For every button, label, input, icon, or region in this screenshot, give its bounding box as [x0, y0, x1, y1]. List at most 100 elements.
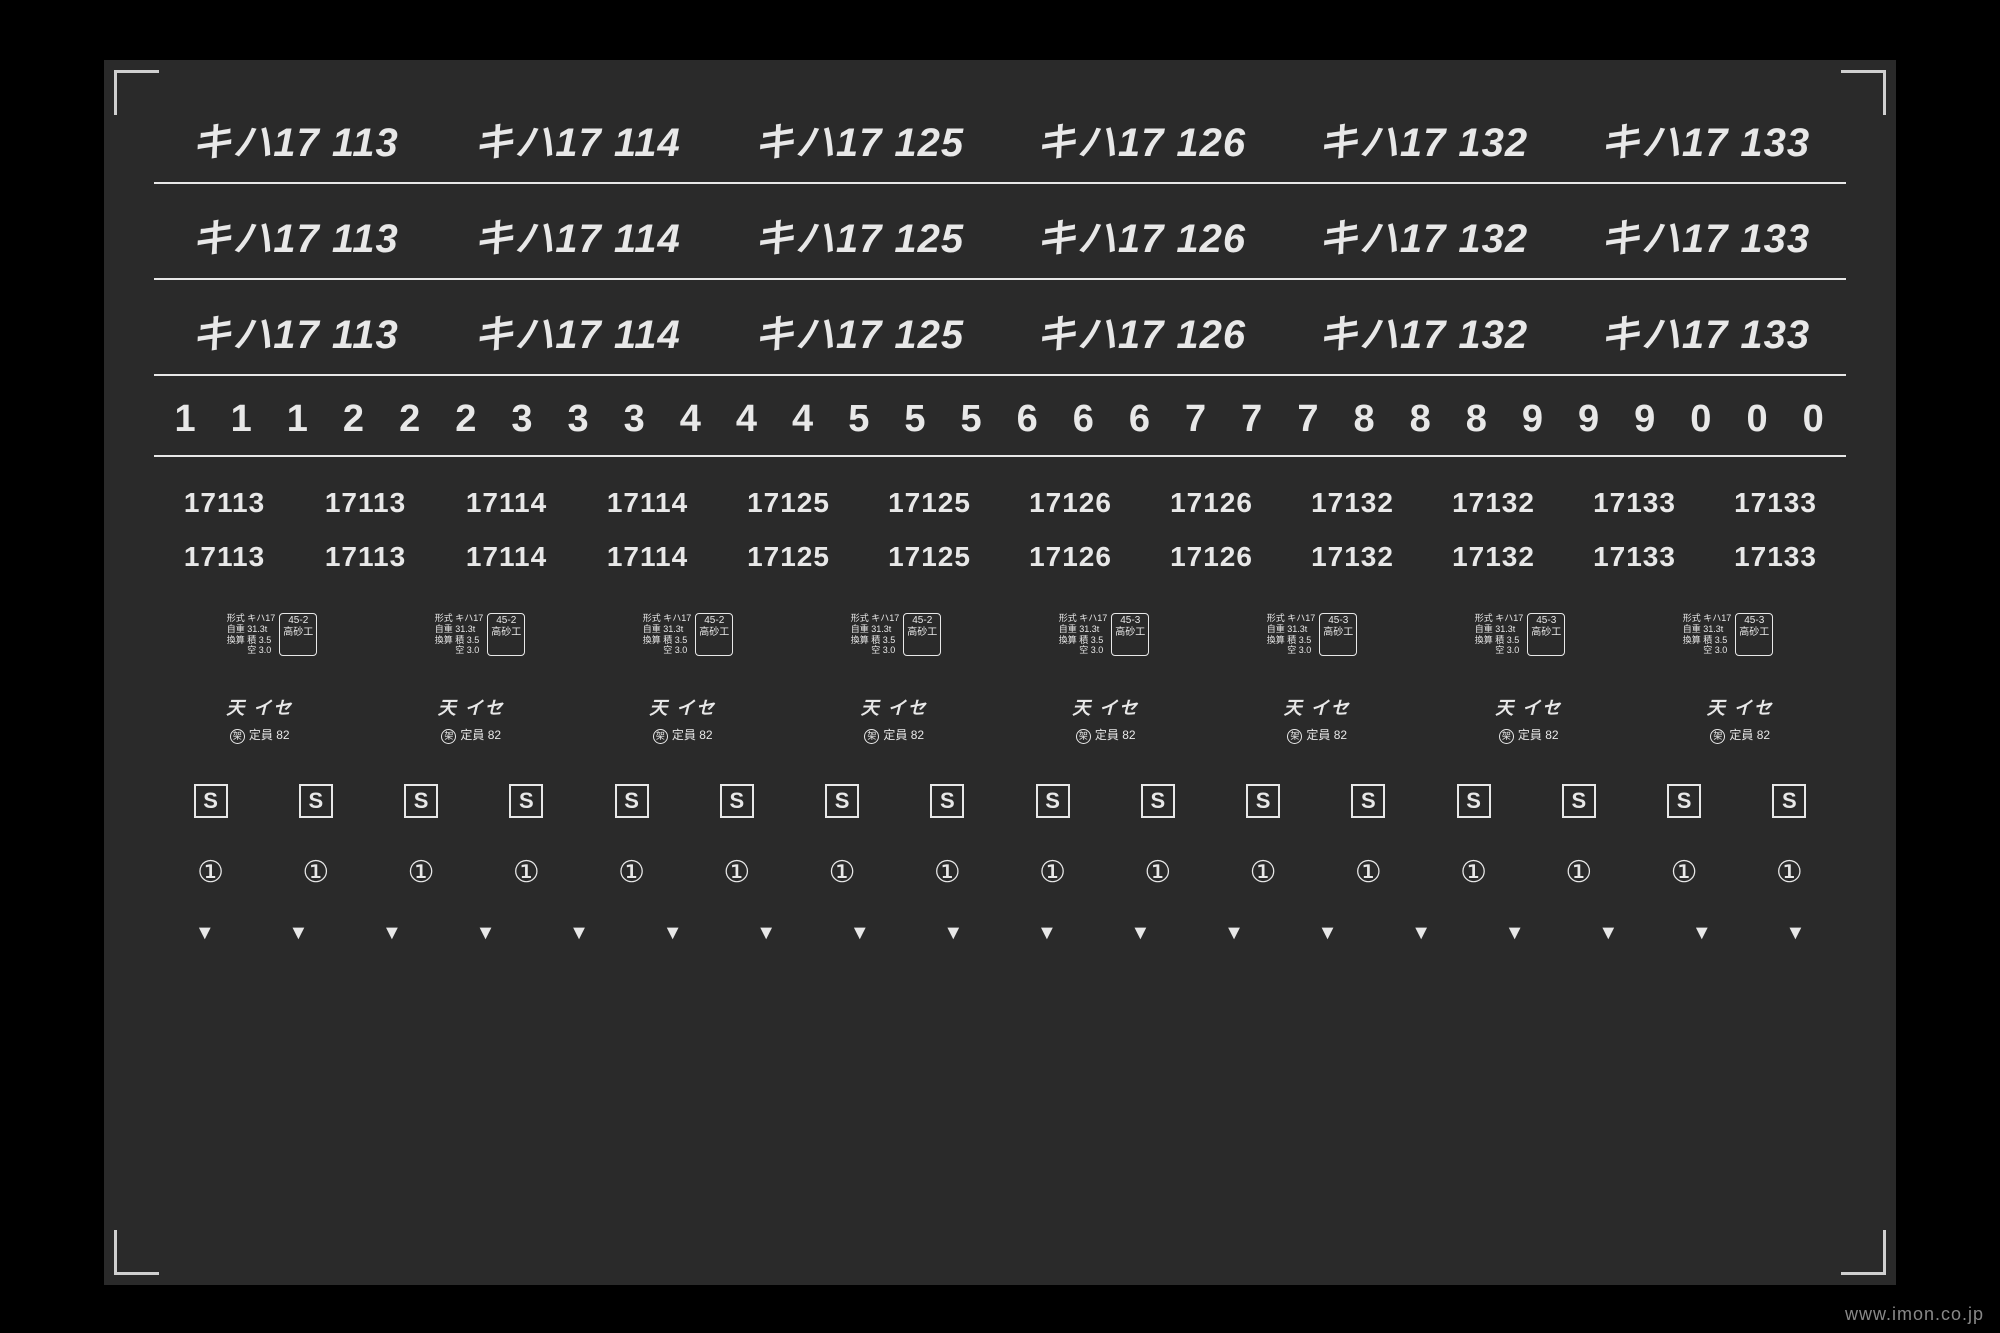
triangle-icon: ▼ [532, 922, 626, 945]
depot-marking: 天 イセ架定員 82 [1000, 694, 1212, 743]
depot-code: 天 イセ [1423, 694, 1635, 720]
triangle-icon: ▼ [252, 922, 346, 945]
item-0: キハ17 113 [154, 302, 436, 360]
item-0: 17113 [154, 487, 295, 519]
item-7: 17126 [1141, 487, 1282, 519]
d-16: 6 [1056, 398, 1112, 441]
triangle-row: ▼▼▼▼▼▼▼▼▼▼▼▼▼▼▼▼▼▼ [144, 922, 1856, 945]
depot-code: 天 イセ [789, 694, 1001, 720]
item-6: 17126 [1000, 541, 1141, 573]
d-20: 7 [1281, 398, 1337, 441]
item-8: 17132 [1282, 487, 1423, 519]
spec-plate: 形式 キハ17 自重 31.3t 換算 積 3.5 空 3.045-2 高砂工 [584, 613, 792, 656]
d-27: 0 [1674, 398, 1730, 441]
s-box-icon: S [720, 784, 754, 818]
depot-code: 天 イセ [366, 694, 578, 720]
item-2: キハ17 125 [718, 110, 1000, 168]
item-2: キハ17 125 [718, 302, 1000, 360]
triangle-icon: ▼ [1281, 922, 1375, 945]
spec-plate: 形式 キハ17 自重 31.3t 換算 積 3.5 空 3.045-3 高砂工 [1416, 613, 1624, 656]
inspection-box: 45-2 高砂工 [903, 613, 941, 656]
circle-one-row: ①①①①①①①①①①①①①①①① [144, 858, 1856, 888]
inspection-box: 45-3 高砂工 [1111, 613, 1149, 656]
d-19: 7 [1225, 398, 1281, 441]
spec-plate: 形式 キハ17 自重 31.3t 換算 積 3.5 空 3.045-3 高砂工 [1624, 613, 1832, 656]
inspection-box: 45-2 高砂工 [279, 613, 317, 656]
s-box-icon: S [1772, 784, 1806, 818]
d-24: 9 [1505, 398, 1561, 441]
capacity-label: 架定員 82 [1000, 726, 1212, 743]
depot-marking: 天 イセ架定員 82 [154, 694, 366, 743]
s-box-icon: S [404, 784, 438, 818]
s-box-icon: S [1141, 784, 1175, 818]
capacity-label: 架定員 82 [366, 726, 578, 743]
item-0: キハ17 113 [154, 110, 436, 168]
item-3: キハ17 126 [1000, 110, 1282, 168]
d-26: 9 [1618, 398, 1674, 441]
circle-one-icon: ① [1316, 858, 1421, 888]
d-1: 1 [214, 398, 270, 441]
spec-plate-text: 形式 キハ17 自重 31.3t 換算 積 3.5 空 3.0 [227, 613, 276, 656]
item-10: 17133 [1564, 487, 1705, 519]
triangle-icon: ▼ [626, 922, 720, 945]
d-0: 1 [158, 398, 214, 441]
crop-mark-br [1841, 1230, 1886, 1275]
capacity-label: 架定員 82 [1635, 726, 1847, 743]
d-17: 6 [1112, 398, 1168, 441]
number-plate-row-2: 1711317113171141711417125171251712617126… [144, 541, 1856, 573]
s-box-wrap: S [1421, 784, 1526, 818]
circle-one-icon: ① [1421, 858, 1526, 888]
item-6: 17126 [1000, 487, 1141, 519]
spec-plate: 形式 キハ17 自重 31.3t 換算 積 3.5 空 3.045-2 高砂工 [168, 613, 376, 656]
item-5: キハ17 133 [1564, 302, 1846, 360]
s-box-row: SSSSSSSSSSSSSSSS [144, 784, 1856, 818]
s-box-icon: S [194, 784, 228, 818]
spec-plate-text: 形式 キハ17 自重 31.3t 換算 積 3.5 空 3.0 [851, 613, 900, 656]
item-2: 17114 [436, 487, 577, 519]
s-box-icon: S [930, 784, 964, 818]
triangle-icon: ▼ [345, 922, 439, 945]
circle-one-icon: ① [790, 858, 895, 888]
depot-code: 天 イセ [1635, 694, 1847, 720]
spec-plate-text: 形式 キハ17 自重 31.3t 換算 積 3.5 空 3.0 [435, 613, 484, 656]
circle-one-icon: ① [1526, 858, 1631, 888]
d-18: 7 [1169, 398, 1225, 441]
circle-one-icon: ① [369, 858, 474, 888]
s-box-icon: S [1667, 784, 1701, 818]
d-2: 1 [270, 398, 326, 441]
depot-marking: 天 イセ架定員 82 [1635, 694, 1847, 743]
capacity-label: 架定員 82 [1212, 726, 1424, 743]
d-25: 9 [1562, 398, 1618, 441]
triangle-icon: ▼ [439, 922, 533, 945]
item-4: キハ17 132 [1282, 302, 1564, 360]
s-box-icon: S [1562, 784, 1596, 818]
circle-one-icon: ① [1737, 858, 1842, 888]
s-box-wrap: S [474, 784, 579, 818]
s-box-wrap: S [684, 784, 789, 818]
s-box-wrap: S [1737, 784, 1842, 818]
d-10: 4 [719, 398, 775, 441]
capacity-label: 架定員 82 [1423, 726, 1635, 743]
item-3: キハ17 126 [1000, 302, 1282, 360]
circle-one-icon: ① [158, 858, 263, 888]
triangle-icon: ▼ [719, 922, 813, 945]
item-1: 17113 [295, 487, 436, 519]
s-box-icon: S [825, 784, 859, 818]
d-4: 2 [383, 398, 439, 441]
depot-marking: 天 イセ架定員 82 [577, 694, 789, 743]
item-4: キハ17 132 [1282, 110, 1564, 168]
car-number-row-1: キハ17 113キハ17 114キハ17 125キハ17 126キハ17 132… [144, 110, 1856, 168]
inspection-box: 45-3 高砂工 [1527, 613, 1565, 656]
car-number-row-2: キハ17 113キハ17 114キハ17 125キハ17 126キハ17 132… [144, 206, 1856, 264]
d-12: 5 [832, 398, 888, 441]
inspection-box: 45-3 高砂工 [1319, 613, 1357, 656]
s-box-icon: S [1246, 784, 1280, 818]
inspection-box: 45-3 高砂工 [1735, 613, 1773, 656]
d-13: 5 [888, 398, 944, 441]
item-7: 17126 [1141, 541, 1282, 573]
spec-plate-text: 形式 キハ17 自重 31.3t 換算 積 3.5 空 3.0 [1683, 613, 1732, 656]
divider [154, 455, 1846, 457]
depot-marking-row: 天 イセ架定員 82天 イセ架定員 82天 イセ架定員 82天 イセ架定員 82… [144, 694, 1856, 743]
car-number-row-3: キハ17 113キハ17 114キハ17 125キハ17 126キハ17 132… [144, 302, 1856, 360]
item-4: 17125 [718, 487, 859, 519]
